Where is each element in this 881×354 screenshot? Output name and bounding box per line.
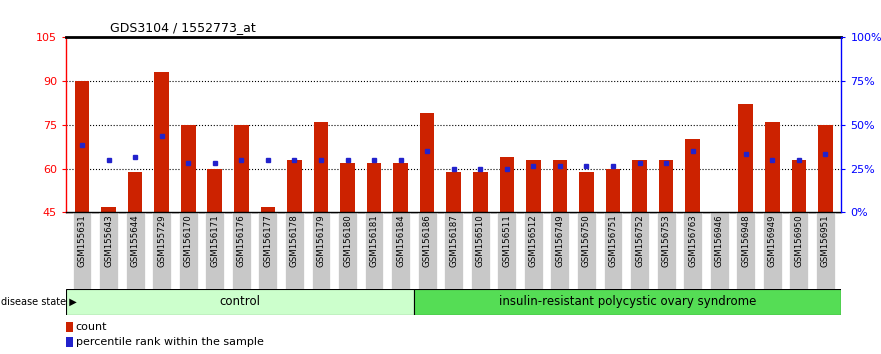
Bar: [66, 289, 413, 315]
Bar: [365, 212, 383, 289]
Bar: [314, 122, 329, 212]
Bar: [66, 337, 73, 347]
Text: GSM156750: GSM156750: [582, 215, 591, 267]
Bar: [232, 212, 251, 289]
Bar: [659, 160, 673, 212]
Bar: [577, 212, 596, 289]
Bar: [340, 163, 355, 212]
Bar: [791, 160, 806, 212]
Bar: [418, 212, 437, 289]
Bar: [816, 212, 835, 289]
Bar: [338, 212, 357, 289]
Text: GSM155644: GSM155644: [130, 215, 139, 267]
Text: GSM156948: GSM156948: [741, 215, 751, 267]
Text: percentile rank within the sample: percentile rank within the sample: [76, 337, 263, 347]
Text: GSM156179: GSM156179: [316, 215, 325, 267]
Text: GSM156187: GSM156187: [449, 215, 458, 267]
Text: GSM156177: GSM156177: [263, 215, 272, 267]
Bar: [630, 212, 649, 289]
Text: GSM156186: GSM156186: [423, 215, 432, 267]
Bar: [179, 212, 197, 289]
Text: disease state ▶: disease state ▶: [1, 297, 77, 307]
Bar: [524, 212, 543, 289]
Bar: [413, 289, 841, 315]
Bar: [152, 212, 171, 289]
Text: insulin-resistant polycystic ovary syndrome: insulin-resistant polycystic ovary syndr…: [499, 295, 756, 308]
Text: GSM156949: GSM156949: [768, 215, 777, 267]
Text: GSM156512: GSM156512: [529, 215, 538, 267]
Bar: [75, 81, 89, 212]
Bar: [287, 160, 301, 212]
Text: GSM156946: GSM156946: [714, 215, 723, 267]
Text: control: control: [219, 295, 261, 308]
Bar: [207, 169, 222, 212]
Bar: [552, 160, 567, 212]
Text: GSM156178: GSM156178: [290, 215, 299, 267]
Bar: [789, 212, 808, 289]
Bar: [101, 207, 116, 212]
Bar: [261, 207, 275, 212]
Bar: [551, 212, 569, 289]
Bar: [154, 72, 169, 212]
Text: GSM156170: GSM156170: [184, 215, 193, 267]
Bar: [100, 212, 118, 289]
Text: GSM155631: GSM155631: [78, 215, 86, 267]
Bar: [126, 212, 144, 289]
Bar: [606, 169, 620, 212]
Bar: [738, 104, 753, 212]
Bar: [818, 125, 833, 212]
Bar: [710, 212, 729, 289]
Text: GSM156511: GSM156511: [502, 215, 511, 267]
Bar: [498, 212, 516, 289]
Bar: [234, 125, 248, 212]
Bar: [312, 212, 330, 289]
Text: GDS3104 / 1552773_at: GDS3104 / 1552773_at: [110, 21, 255, 34]
Text: GSM155643: GSM155643: [104, 215, 113, 267]
Bar: [393, 163, 408, 212]
Bar: [447, 172, 461, 212]
Text: GSM156510: GSM156510: [476, 215, 485, 267]
Bar: [391, 212, 410, 289]
Text: GSM156180: GSM156180: [343, 215, 352, 267]
Text: GSM155729: GSM155729: [157, 215, 167, 267]
Bar: [579, 172, 594, 212]
Bar: [685, 139, 700, 212]
Text: count: count: [76, 322, 107, 332]
Text: GSM156184: GSM156184: [396, 215, 405, 267]
Bar: [526, 160, 541, 212]
Text: GSM156181: GSM156181: [369, 215, 379, 267]
Bar: [737, 212, 755, 289]
Bar: [444, 212, 463, 289]
Bar: [470, 212, 490, 289]
Text: GSM156951: GSM156951: [821, 215, 830, 267]
Bar: [763, 212, 781, 289]
Bar: [285, 212, 304, 289]
Bar: [66, 322, 73, 332]
Bar: [633, 160, 647, 212]
Bar: [181, 125, 196, 212]
Bar: [128, 172, 143, 212]
Text: GSM156950: GSM156950: [795, 215, 803, 267]
Bar: [500, 157, 515, 212]
Text: GSM156751: GSM156751: [609, 215, 618, 267]
Bar: [684, 212, 702, 289]
Bar: [473, 172, 487, 212]
Text: GSM156749: GSM156749: [555, 215, 565, 267]
Bar: [205, 212, 224, 289]
Text: GSM156763: GSM156763: [688, 215, 697, 267]
Bar: [765, 122, 780, 212]
Text: GSM156176: GSM156176: [237, 215, 246, 267]
Bar: [366, 163, 381, 212]
Text: GSM156171: GSM156171: [211, 215, 219, 267]
Bar: [603, 212, 623, 289]
Bar: [420, 113, 434, 212]
Text: GSM156752: GSM156752: [635, 215, 644, 267]
Bar: [656, 212, 676, 289]
Bar: [72, 212, 92, 289]
Bar: [258, 212, 278, 289]
Text: GSM156753: GSM156753: [662, 215, 670, 267]
